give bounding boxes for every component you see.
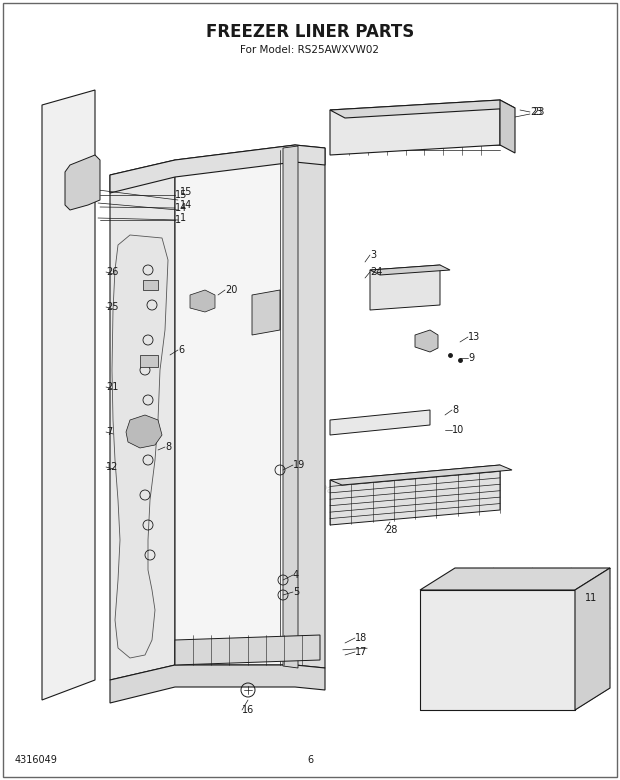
Polygon shape <box>575 568 610 710</box>
Text: 9: 9 <box>468 353 474 363</box>
Polygon shape <box>175 635 320 665</box>
Text: 3: 3 <box>370 250 376 260</box>
Text: zReplacementParts.com: zReplacementParts.com <box>247 485 373 495</box>
Text: 23: 23 <box>530 107 542 117</box>
Polygon shape <box>175 145 295 665</box>
Text: 8: 8 <box>452 405 458 415</box>
Polygon shape <box>126 415 162 448</box>
Polygon shape <box>500 100 515 153</box>
Text: 4316049: 4316049 <box>15 755 58 765</box>
Polygon shape <box>190 290 215 312</box>
Text: 1: 1 <box>175 215 181 225</box>
Text: 10: 10 <box>452 425 464 435</box>
Polygon shape <box>42 90 95 700</box>
Text: 6: 6 <box>178 345 184 355</box>
Text: 7: 7 <box>106 427 112 437</box>
Text: 19: 19 <box>293 460 305 470</box>
Polygon shape <box>370 265 450 275</box>
Polygon shape <box>110 145 325 193</box>
Polygon shape <box>110 665 325 703</box>
Text: FREEZER LINER PARTS: FREEZER LINER PARTS <box>206 23 414 41</box>
Polygon shape <box>330 100 500 155</box>
Bar <box>143 280 158 290</box>
Polygon shape <box>420 590 575 710</box>
Text: For Model: RS25AWXVW02: For Model: RS25AWXVW02 <box>241 45 379 55</box>
Polygon shape <box>415 330 438 352</box>
Polygon shape <box>420 568 610 590</box>
Text: 4: 4 <box>293 570 299 580</box>
Text: 26: 26 <box>106 267 118 277</box>
Text: 8: 8 <box>165 442 171 452</box>
Polygon shape <box>120 178 168 677</box>
Polygon shape <box>65 155 100 210</box>
Bar <box>140 355 158 367</box>
Text: 11: 11 <box>585 593 597 603</box>
Text: 28: 28 <box>385 525 397 535</box>
Polygon shape <box>330 465 500 525</box>
Text: 5: 5 <box>293 587 299 597</box>
Bar <box>138 430 154 440</box>
Polygon shape <box>295 145 325 668</box>
Text: 24: 24 <box>370 267 383 277</box>
Text: 18: 18 <box>355 633 367 643</box>
Polygon shape <box>110 160 175 680</box>
Polygon shape <box>330 465 512 485</box>
Polygon shape <box>330 100 515 118</box>
Text: 6: 6 <box>307 755 313 765</box>
Text: 14: 14 <box>175 203 187 213</box>
Polygon shape <box>112 235 168 658</box>
Text: 25: 25 <box>106 302 118 312</box>
Polygon shape <box>330 410 430 435</box>
Text: 15: 15 <box>175 190 187 200</box>
Polygon shape <box>252 290 280 335</box>
Text: 16: 16 <box>242 705 254 715</box>
Text: 20: 20 <box>225 285 237 295</box>
Polygon shape <box>370 265 440 310</box>
Text: 1: 1 <box>180 213 186 223</box>
Text: 12: 12 <box>106 462 118 472</box>
Text: 23: 23 <box>532 107 544 117</box>
Text: 13: 13 <box>468 332 481 342</box>
Polygon shape <box>283 146 298 668</box>
Text: 17: 17 <box>355 647 368 657</box>
Text: 15: 15 <box>180 187 192 197</box>
Text: 14: 14 <box>180 200 192 210</box>
Text: 21: 21 <box>106 382 118 392</box>
